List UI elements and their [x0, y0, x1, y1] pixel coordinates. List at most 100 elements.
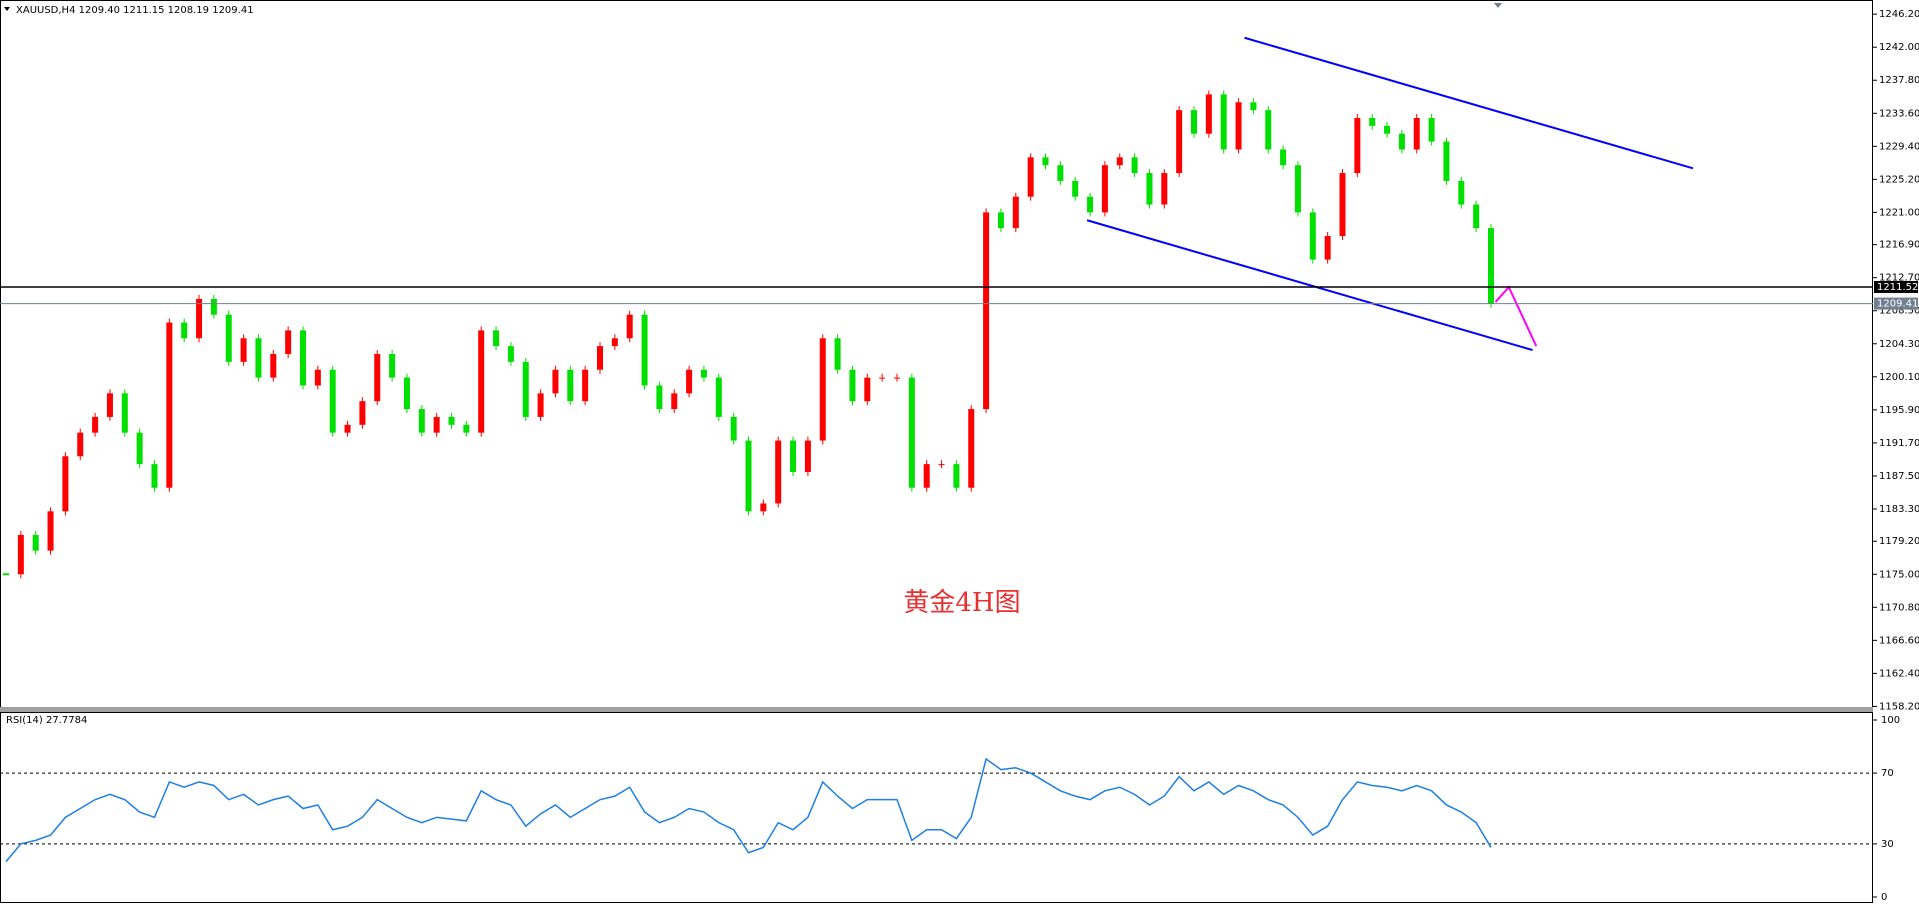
y-tick-label: 1212.70: [1879, 273, 1919, 284]
candle: [507, 346, 514, 362]
candle: [210, 298, 217, 315]
candle: [1220, 94, 1227, 150]
y-tick-label: 1191.70: [1879, 438, 1919, 449]
rsi-header: RSI(14) 27.7784: [6, 715, 87, 726]
y-tick-label: 1179.20: [1879, 536, 1919, 547]
candle: [537, 393, 544, 417]
candle: [582, 369, 589, 402]
candle: [522, 361, 529, 417]
candle: [433, 416, 440, 433]
candle: [285, 330, 292, 354]
candle: [894, 377, 900, 379]
candle: [656, 385, 663, 410]
candle: [790, 440, 797, 472]
y-tick-label: 1200.10: [1879, 372, 1919, 383]
candle: [745, 440, 752, 512]
y-tick-label: 1229.40: [1879, 141, 1919, 152]
candle: [730, 416, 737, 441]
candle: [938, 464, 945, 466]
y-tick-label: 1170.80: [1879, 602, 1919, 613]
y-tick-label: 1233.60: [1879, 108, 1919, 119]
candle: [597, 346, 603, 370]
candle: [181, 322, 188, 339]
candle: [1473, 204, 1480, 229]
candle: [17, 534, 24, 575]
pane-separator: [0, 707, 1873, 712]
candle: [552, 369, 559, 394]
candle: [32, 534, 39, 551]
candle: [1057, 165, 1064, 181]
candle: [1354, 118, 1361, 174]
candle: [1443, 141, 1450, 181]
y-tick-label: 1246.20: [1879, 9, 1919, 20]
candle: [1458, 180, 1465, 205]
candle: [1176, 110, 1183, 174]
candle: [359, 401, 366, 425]
candle: [418, 409, 425, 433]
y-tick-label: 1208.50: [1879, 306, 1919, 317]
y-tick-label: 1183.30: [1879, 504, 1919, 515]
candle: [1428, 118, 1435, 142]
candle: [47, 511, 54, 551]
price-label-box: [1874, 280, 1918, 293]
candle: [849, 369, 856, 402]
y-tick-label: 1187.50: [1879, 471, 1919, 482]
candle: [819, 338, 826, 441]
symbol-header: XAUUSD,H4 1209.40 1211.15 1208.19 1209.4…: [16, 5, 254, 16]
candle: [611, 338, 618, 347]
candle: [1161, 173, 1168, 205]
candle: [968, 409, 975, 488]
candle: [715, 377, 722, 417]
candle: [1205, 94, 1212, 134]
y-tick-label: 30: [1881, 839, 1894, 850]
candle: [775, 440, 782, 504]
candle: [389, 354, 396, 378]
candle: [626, 314, 633, 339]
candle: [997, 212, 1004, 229]
candle: [1191, 110, 1197, 134]
trend-line: [1494, 285, 1538, 347]
candle: [1398, 133, 1405, 150]
candle: [478, 330, 485, 433]
candle: [448, 416, 455, 425]
candle: [641, 314, 648, 386]
y-tick-label: 1162.40: [1879, 668, 1919, 679]
candle: [62, 456, 69, 512]
candle: [1250, 102, 1257, 111]
y-tick-label: 100: [1881, 715, 1900, 726]
candle: [1369, 118, 1376, 126]
candle: [1101, 165, 1108, 213]
price-label: 1209.41: [1877, 299, 1918, 310]
y-tick-label: 1225.20: [1879, 174, 1919, 185]
candle: [1235, 102, 1242, 150]
candle: [1146, 173, 1153, 205]
y-tick-label: 1216.90: [1879, 240, 1919, 251]
annotation: 黄金4H图: [903, 588, 1020, 618]
y-tick-label: 1237.80: [1879, 75, 1919, 86]
candle: [1116, 157, 1123, 166]
candle: [983, 212, 990, 410]
candle: [923, 464, 930, 488]
candle: [1339, 173, 1346, 236]
candle: [255, 338, 262, 378]
candle: [329, 369, 336, 433]
trend-line: [1244, 36, 1694, 170]
candle: [196, 298, 203, 339]
rsi-line: [5, 757, 1492, 863]
candle: [270, 354, 277, 378]
candle: [240, 338, 247, 362]
candle: [1413, 118, 1420, 150]
candle: [1488, 228, 1494, 304]
candle: [671, 393, 678, 410]
candle: [136, 432, 143, 465]
candle: [879, 377, 886, 379]
price-label-box: [1874, 297, 1918, 310]
candle: [77, 432, 84, 457]
candle: [493, 330, 500, 347]
candle: [1384, 125, 1391, 134]
price-label: 1211.52: [1877, 282, 1918, 293]
candle: [1309, 212, 1316, 260]
candle: [344, 424, 351, 433]
